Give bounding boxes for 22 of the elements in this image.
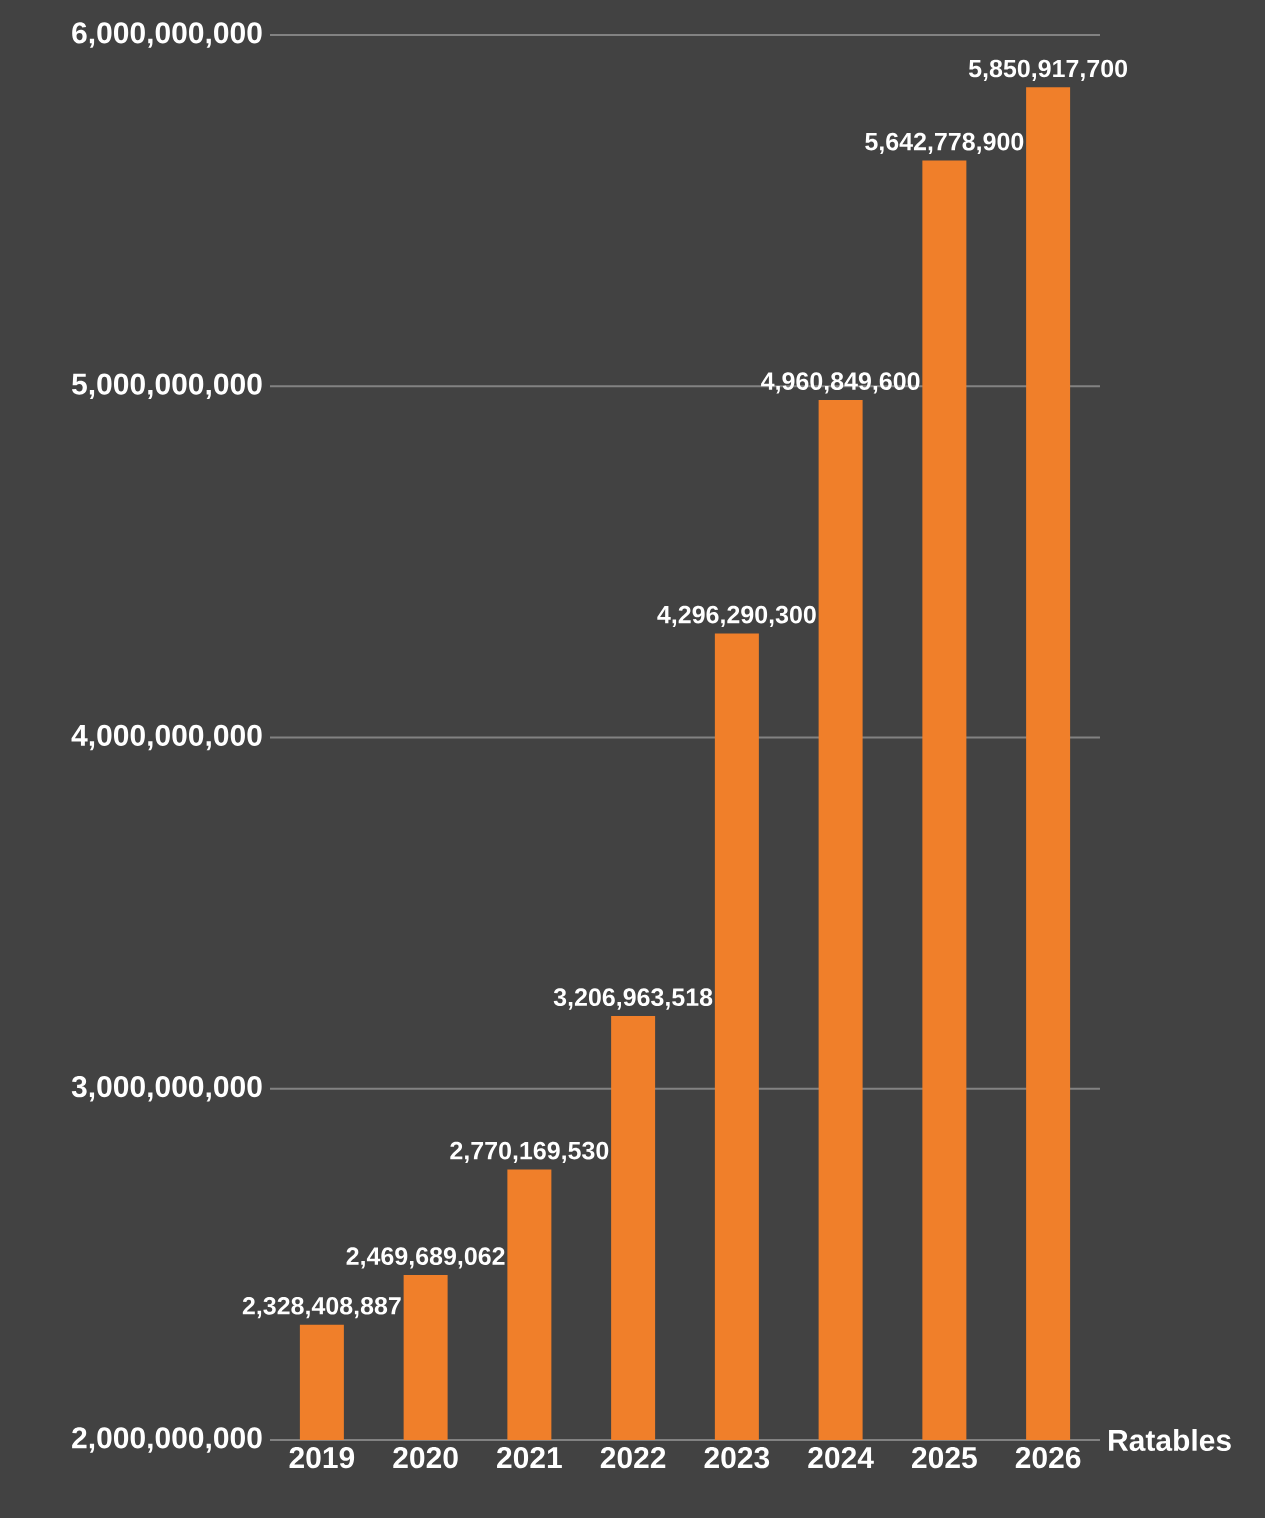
x-axis-title: Ratables xyxy=(1109,1428,1231,1451)
data-label: 4,960,849,600 xyxy=(761,372,920,394)
data-label: 2,770,169,530 xyxy=(450,1141,609,1164)
y-tick-label: 4,000,000,000 xyxy=(71,724,262,751)
y-tick-label: 5,000,000,000 xyxy=(71,373,262,400)
y-tick-label: 3,000,000,000 xyxy=(71,1075,262,1102)
x-tick-label: 2025 xyxy=(912,1447,977,1469)
x-tick-label: 2023 xyxy=(704,1447,770,1469)
data-label: 5,850,917,700 xyxy=(968,59,1128,81)
data-label: 2,328,408,887 xyxy=(242,1296,401,1319)
data-label: 4,296,290,300 xyxy=(657,605,816,628)
x-tick-label: 2019 xyxy=(289,1447,355,1469)
x-tick-label: 2024 xyxy=(808,1447,874,1469)
data-label: 2,469,689,062 xyxy=(346,1247,505,1269)
x-tick-label: 2020 xyxy=(393,1447,458,1469)
y-tick-label: 6,000,000,000 xyxy=(72,22,262,48)
x-tick-label: 2021 xyxy=(497,1447,562,1469)
y-tick-label: 2,000,000,000 xyxy=(72,1427,262,1453)
data-label: 3,206,963,518 xyxy=(553,988,713,1010)
data-label: 5,642,778,900 xyxy=(865,132,1024,155)
x-tick-label: 2026 xyxy=(1015,1447,1081,1469)
x-tick-label: 2022 xyxy=(600,1447,666,1469)
